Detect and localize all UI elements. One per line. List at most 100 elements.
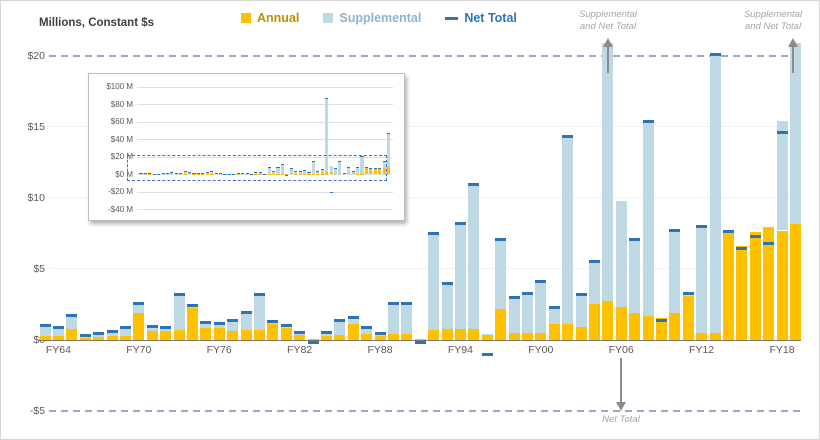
inset-bar-annual-fy1995 <box>280 173 284 175</box>
inset-net-marker-fy1995 <box>280 164 284 166</box>
inset-net-marker-fy1965 <box>148 172 152 174</box>
bar-supplemental-fy2005 <box>602 43 614 301</box>
inset-net-marker-fy1972 <box>179 173 183 175</box>
bar-annual-fy2019 <box>789 224 801 340</box>
bar-annual-fy1997 <box>495 308 507 340</box>
bar-supplemental-fy2012 <box>696 226 708 333</box>
inset-net-marker-fy1994 <box>276 166 280 168</box>
bar-annual-fy1978 <box>240 330 252 340</box>
bar-supplemental-fy1995 <box>468 184 480 329</box>
bar-annual-fy1988 <box>374 335 386 340</box>
net-total-marker-fy1988 <box>374 332 386 336</box>
net-total-marker-fy1968 <box>106 329 118 333</box>
inset-net-marker-fy1976 <box>196 172 201 174</box>
bar-supplemental-fy1998 <box>508 297 520 333</box>
inset-bar-annual-fy1997 <box>289 172 293 175</box>
inset-net-marker-fy1967 <box>157 173 161 175</box>
net-total-marker-fy1966 <box>79 334 91 338</box>
down-arrow-fy06 <box>620 358 622 403</box>
net-total-marker-fy1986 <box>347 315 359 319</box>
bar-annual-fy1999 <box>521 332 533 340</box>
inset-net-marker-fy1982 <box>223 173 227 175</box>
inset-net-marker-fy1971 <box>174 173 178 175</box>
y-tick-label: -$5 <box>29 405 45 418</box>
inset-gridline-80 <box>137 104 393 105</box>
bar-annual-fy1977 <box>227 331 239 340</box>
bar-supplemental-fy2003 <box>575 294 587 328</box>
inset-y-tick-label: $100 M <box>106 82 133 91</box>
bar-annual-fy1963 <box>39 336 51 340</box>
net-total-marker-fy1983 <box>307 341 319 345</box>
net-total-marker-fy2015 <box>736 246 748 250</box>
net-total-marker-fy1984 <box>320 330 332 334</box>
bar-annual-fy2015 <box>736 246 748 340</box>
legend-item-net-total: Net Total <box>445 11 517 25</box>
inset-bar-annual-fy1971 <box>174 173 178 175</box>
bar-annual-fy1985 <box>334 335 346 340</box>
x-tick-label-fy12: FY12 <box>689 344 715 356</box>
inset-gridline-40 <box>137 139 393 140</box>
inset-y-tick-label: $40 M <box>110 134 133 144</box>
net-total-marker-fy1964 <box>52 326 64 330</box>
bar-annual-fy1994 <box>454 329 466 340</box>
inset-net-marker-fy2014 <box>364 167 368 169</box>
inset-y-tick-label: $80 M <box>110 99 133 109</box>
inset-bar-annual-fy1992 <box>267 173 271 175</box>
legend: Annual Supplemental Net Total <box>241 11 517 25</box>
annotation-text: Supplemental <box>743 9 803 20</box>
bar-annual-fy1992 <box>428 330 440 340</box>
bar-supplemental-fy1985 <box>334 320 346 335</box>
net-total-marker-fy1977 <box>227 318 239 322</box>
net-total-marker-fy1987 <box>361 325 373 329</box>
inset-zoom-window <box>127 155 387 181</box>
net-total-marker-fy1985 <box>334 318 346 322</box>
inset-net-marker-fy1987 <box>245 173 249 175</box>
annotation-net-total-fy06: Net Total <box>581 414 661 426</box>
bar-supplemental-fy1986 <box>347 317 359 324</box>
inset-bar-annual-fy1977 <box>201 173 205 175</box>
bar-annual-fy1972 <box>160 331 172 340</box>
inset-net-marker-fy1989 <box>254 171 258 173</box>
inset-bar-supplemental-fy2007 <box>333 168 338 173</box>
y-tick-label: $10 <box>27 191 45 204</box>
net-total-marker-fy1993 <box>441 281 453 285</box>
inset-bar-supplemental-fy1998 <box>294 171 298 175</box>
inset-y-tick-label: $0 M <box>115 169 133 179</box>
inset-net-marker-fy1983 <box>227 174 231 176</box>
x-tick-label-fy64: FY64 <box>45 344 71 356</box>
annotation-text: and Net Total <box>744 21 802 32</box>
inset-bar-annual-fy1970 <box>170 172 174 175</box>
inset-bar-annual-fy2019 <box>386 167 391 175</box>
inset-bar-annual-fy1973 <box>183 173 187 175</box>
inset-bar-supplemental-fy2018 <box>382 161 386 168</box>
bar-supplemental-fy1969 <box>119 327 131 336</box>
bar-annual-fy1981 <box>280 327 292 340</box>
up-arrow-fy05 <box>607 47 609 73</box>
inset-net-marker-fy1993 <box>272 170 276 172</box>
net-total-marker-fy1974 <box>186 304 198 308</box>
up-arrowhead-fy19-icon <box>788 38 798 47</box>
inset-bar-annual-fy2016 <box>373 167 377 175</box>
x-tick-label-fy06: FY06 <box>608 344 634 356</box>
supplemental-swatch-icon <box>323 13 334 23</box>
inset-bar-annual-fy2014 <box>364 167 368 175</box>
inset-net-marker-fy1996 <box>285 174 289 176</box>
inset-net-marker-fy1999 <box>298 171 302 173</box>
bar-annual-fy1974 <box>186 307 198 340</box>
bar-supplemental-fy1967 <box>93 333 105 338</box>
legend-label-annual: Annual <box>257 11 300 25</box>
inset-bar-annual-fy2003 <box>316 173 320 175</box>
net-total-marker-fy2009 <box>655 318 667 322</box>
inset-net-marker-fy2006 <box>329 191 333 193</box>
inset-bar-annual-fy1986 <box>241 173 245 175</box>
net-total-marker-fy2012 <box>696 224 708 228</box>
inset-y-tick-label: $20 M <box>110 152 133 161</box>
inset-net-marker-fy1970 <box>170 171 174 173</box>
inset-net-marker-fy1984 <box>232 173 236 175</box>
down-arrowhead-fy06-icon <box>616 402 626 411</box>
inset-net-marker-fy1968 <box>161 173 165 175</box>
bar-annual-fy1973 <box>173 330 185 340</box>
annotation-text: Net Total <box>602 414 640 425</box>
net-total-marker-fy1995 <box>468 182 480 186</box>
net-total-marker-fy1998 <box>508 295 520 299</box>
